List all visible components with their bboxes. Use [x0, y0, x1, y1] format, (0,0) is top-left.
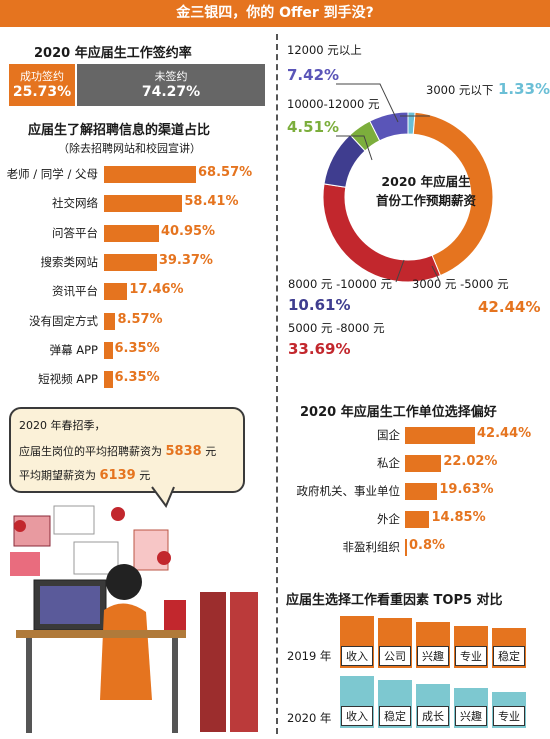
channel-value: 58.41% — [184, 194, 239, 210]
callout-line3-text: 平均期望薪资为 — [19, 469, 96, 482]
employer-bar — [405, 427, 475, 444]
avg-expected-salary: 6139 — [99, 468, 136, 483]
callout-tail — [151, 486, 175, 508]
year-2020-label: 2020 年 — [287, 711, 332, 725]
slice-value-under-3000: 1.33% — [498, 80, 550, 98]
employer-bar — [405, 483, 438, 500]
channel-label: 没有固定方式 — [29, 313, 98, 328]
callout-line2-unit: 元 — [205, 445, 217, 458]
slice-label-under-3000: 3000 元以下 — [426, 83, 494, 97]
employer-label: 外企 — [377, 512, 400, 526]
slice-label-10000-12000: 10000-12000 元 — [287, 97, 380, 111]
channel-label: 短视频 APP — [38, 372, 98, 387]
channel-bar — [104, 253, 157, 271]
employer-value: 14.85% — [431, 510, 486, 525]
factor-2019-label: 兴趣 — [417, 646, 449, 666]
employer-value: 19.63% — [439, 482, 494, 497]
center-divider — [276, 34, 278, 734]
page-banner-title: 金三银四，你的 Offer 到手没? — [0, 0, 550, 27]
donut-slice — [369, 112, 409, 142]
slice-value-10000-12000: 4.51% — [287, 118, 340, 136]
channel-value: 68.57% — [198, 165, 253, 180]
salary-callout: 2020 年春招季， 应届生岗位的平均招聘薪资为 5838 元 平均期望薪资为 … — [9, 407, 245, 493]
channel-bar — [104, 195, 183, 213]
employer-label: 非盈利组织 — [342, 540, 401, 554]
channel-value: 17.46% — [129, 282, 184, 298]
donut-leader-lines — [336, 83, 441, 283]
donut-center-line1: 2020 年应届生 — [381, 174, 471, 189]
factor-2019-label: 专业 — [455, 646, 487, 666]
factor-2020-label: 专业 — [493, 706, 525, 726]
channel-value: 39.37% — [158, 252, 213, 268]
callout-line2-text: 应届生岗位的平均招聘薪资为 — [19, 445, 162, 458]
channel-bar — [104, 166, 196, 183]
channel-label: 老师 / 同学 / 父母 — [6, 167, 98, 181]
slice-label-12000-plus: 12000 元以上 — [287, 43, 362, 57]
donut-center-title: 2020 年应届生 首份工作预期薪资 — [370, 172, 482, 210]
year-2019-label: 2019 年 — [287, 649, 332, 663]
channels-subtitle: （除去招聘网站和校园宣讲） — [58, 142, 201, 155]
unsigned-label: 未签约 — [154, 70, 188, 83]
channel-bar — [104, 371, 113, 389]
employer-title: 2020 年应届生工作单位选择偏好 — [300, 405, 497, 420]
signed-value: 25.73% — [12, 84, 72, 100]
slice-label-5000-8000: 5000 元 -8000 元 — [288, 321, 385, 335]
channel-label: 资讯平台 — [52, 284, 98, 299]
factors-title: 应届生选择工作看重因素 TOP5 对比 — [286, 593, 503, 608]
factor-2020-label: 收入 — [341, 706, 373, 726]
channels-title: 应届生了解招聘信息的渠道占比 — [28, 123, 211, 138]
signed-label: 成功签约 — [20, 70, 64, 83]
slice-value-8000-10000: 10.61% — [288, 296, 351, 314]
salary-donut-chart — [322, 112, 494, 282]
slice-value-12000-plus: 7.42% — [287, 66, 340, 84]
channel-bar — [104, 341, 113, 359]
channel-value: 8.57% — [117, 311, 163, 327]
callout-line3-unit: 元 — [139, 469, 151, 482]
channel-label: 搜索类网站 — [40, 254, 99, 269]
signed-block: 成功签约 25.73% — [9, 64, 75, 106]
employer-bar — [405, 511, 430, 528]
employer-value: 22.02% — [443, 454, 498, 469]
factor-2020-label: 成长 — [417, 706, 449, 726]
slice-value-3000-5000: 42.44% — [478, 298, 541, 316]
slice-label-3000-5000: 3000 元 -5000 元 — [412, 277, 509, 291]
factor-2019-label: 稳定 — [493, 646, 525, 666]
sign-rate-title: 2020 年应届生工作签约率 — [34, 46, 192, 61]
factor-2019-label: 公司 — [379, 646, 411, 666]
employer-bar — [405, 539, 407, 556]
employer-label: 政府机关、事业单位 — [296, 484, 401, 498]
callout-line1: 2020 年春招季， — [19, 419, 106, 432]
stressed-job-seeker-illustration — [10, 505, 258, 733]
channel-bar — [104, 224, 159, 242]
channel-label: 问答平台 — [52, 225, 98, 240]
employer-bar — [405, 455, 442, 472]
avg-offer-salary: 5838 — [165, 444, 202, 459]
employer-label: 私企 — [377, 456, 400, 470]
employer-label: 国企 — [377, 428, 400, 442]
channel-value: 6.35% — [114, 340, 160, 356]
unsigned-block: 未签约 74.27% — [77, 64, 265, 106]
channel-value: 6.35% — [114, 370, 160, 386]
donut-center-line2: 首份工作预期薪资 — [375, 193, 476, 208]
factor-2019-label: 收入 — [341, 646, 373, 666]
unsigned-value: 74.27% — [141, 84, 201, 100]
employer-value: 0.8% — [409, 538, 446, 553]
slice-value-5000-8000: 33.69% — [288, 340, 351, 358]
channel-label: 弹幕 APP — [49, 342, 98, 357]
slice-label-8000-10000: 8000 元 -10000 元 — [288, 277, 392, 291]
channel-label: 社交网络 — [52, 196, 98, 211]
channel-bar — [104, 283, 128, 301]
factor-2020-label: 兴趣 — [455, 706, 487, 726]
channel-bar — [104, 312, 116, 330]
channel-value: 40.95% — [160, 223, 216, 239]
employer-value: 42.44% — [477, 426, 532, 441]
factor-2020-label: 稳定 — [379, 706, 411, 726]
